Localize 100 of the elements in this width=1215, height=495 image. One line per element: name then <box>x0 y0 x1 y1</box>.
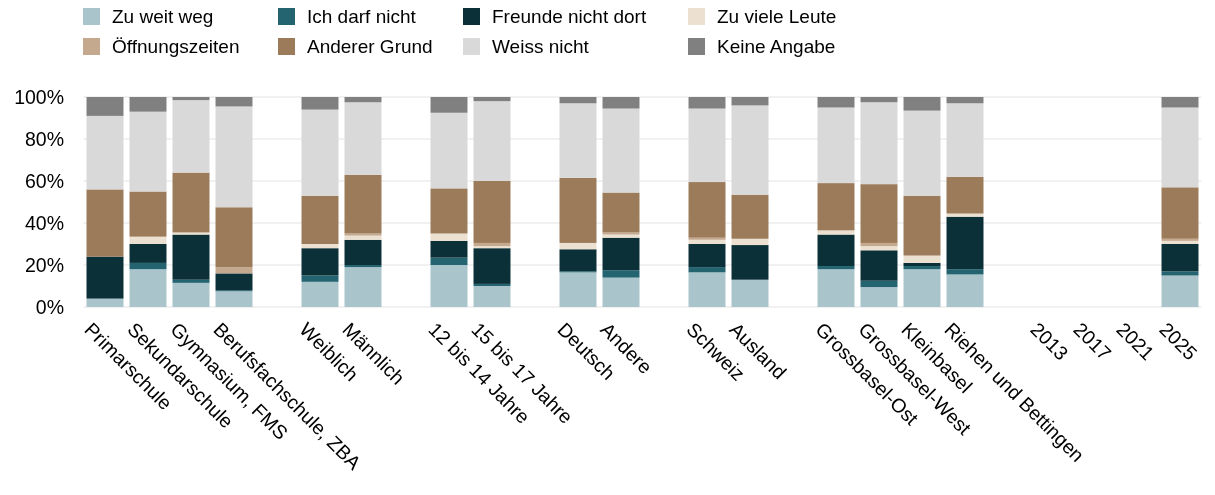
bar <box>86 189 124 257</box>
bar <box>602 108 640 193</box>
bar <box>559 242 597 250</box>
bar <box>860 287 898 307</box>
bar <box>344 265 382 268</box>
bar <box>344 174 382 234</box>
bar <box>860 102 898 185</box>
legend-label: Öffnungszeiten <box>112 35 240 57</box>
bar <box>430 112 468 189</box>
bar <box>215 267 253 274</box>
bar <box>129 262 167 270</box>
bar <box>903 195 941 256</box>
bar <box>1161 271 1199 276</box>
legend-label: Weiss nicht <box>492 35 590 57</box>
bar <box>860 184 898 243</box>
y-tick-label: 40% <box>24 211 64 234</box>
bar <box>946 274 984 307</box>
bar <box>430 97 468 113</box>
legend-label: Keine Angabe <box>717 35 836 57</box>
bar <box>559 272 597 307</box>
bar <box>301 109 339 196</box>
bar <box>1161 275 1199 307</box>
y-tick-label: 100% <box>14 85 64 108</box>
bar <box>559 177 597 243</box>
bar <box>860 280 898 288</box>
bar <box>1161 107 1199 188</box>
bar <box>688 182 726 238</box>
bar <box>946 216 984 270</box>
bar <box>344 97 382 103</box>
bar <box>172 282 210 307</box>
bar <box>559 103 597 178</box>
bar <box>172 234 210 280</box>
bar <box>430 265 468 307</box>
bar <box>731 97 769 106</box>
bar <box>301 275 339 282</box>
bar <box>172 97 210 101</box>
bar <box>903 255 941 263</box>
bar <box>903 266 941 270</box>
bar <box>688 239 726 244</box>
bar <box>731 245 769 280</box>
bar <box>860 97 898 103</box>
legend-label: Anderer Grund <box>307 35 433 57</box>
y-tick-label: 80% <box>24 127 64 150</box>
bar <box>946 97 984 104</box>
bar <box>172 100 210 173</box>
bar <box>473 97 511 102</box>
bar <box>430 233 468 241</box>
bar <box>215 273 253 291</box>
bar <box>473 101 511 181</box>
bar <box>731 194 769 239</box>
bar <box>817 266 855 270</box>
bar <box>860 246 898 251</box>
bar <box>1161 97 1199 108</box>
bar <box>473 246 511 249</box>
bar <box>817 269 855 307</box>
bar <box>602 277 640 307</box>
bar <box>688 237 726 240</box>
bar <box>301 281 339 307</box>
bar <box>559 97 597 104</box>
bar <box>172 172 210 233</box>
bar <box>344 239 382 265</box>
bar <box>688 97 726 109</box>
bar <box>602 97 640 109</box>
bar <box>473 283 511 286</box>
bar <box>1161 187 1199 239</box>
bar <box>602 270 640 278</box>
bar <box>215 207 253 268</box>
bar <box>946 269 984 275</box>
bar <box>430 188 468 234</box>
bar <box>688 108 726 183</box>
bar <box>86 97 124 116</box>
bar <box>473 181 511 243</box>
bar <box>473 242 511 247</box>
bar <box>86 298 124 307</box>
legend-label: Zu weit weg <box>112 5 214 27</box>
bar <box>301 248 339 276</box>
bar <box>688 267 726 273</box>
bar <box>172 279 210 283</box>
bar <box>731 279 769 307</box>
bar <box>344 233 382 236</box>
bar <box>903 262 941 267</box>
bar <box>473 248 511 284</box>
legend-label: Ich darf nicht <box>307 5 417 27</box>
bar <box>860 242 898 247</box>
bar <box>602 237 640 271</box>
bar <box>860 250 898 281</box>
bar <box>946 176 984 214</box>
bar <box>344 235 382 240</box>
bar <box>129 111 167 192</box>
bar <box>301 97 339 110</box>
bar <box>602 192 640 233</box>
bar <box>129 244 167 263</box>
bar <box>430 257 468 265</box>
bar <box>817 97 855 108</box>
bar <box>86 115 124 190</box>
legend-label: Zu viele Leute <box>717 5 837 27</box>
bar <box>129 191 167 237</box>
bar <box>946 103 984 177</box>
bar <box>172 232 210 235</box>
bar <box>129 97 167 112</box>
